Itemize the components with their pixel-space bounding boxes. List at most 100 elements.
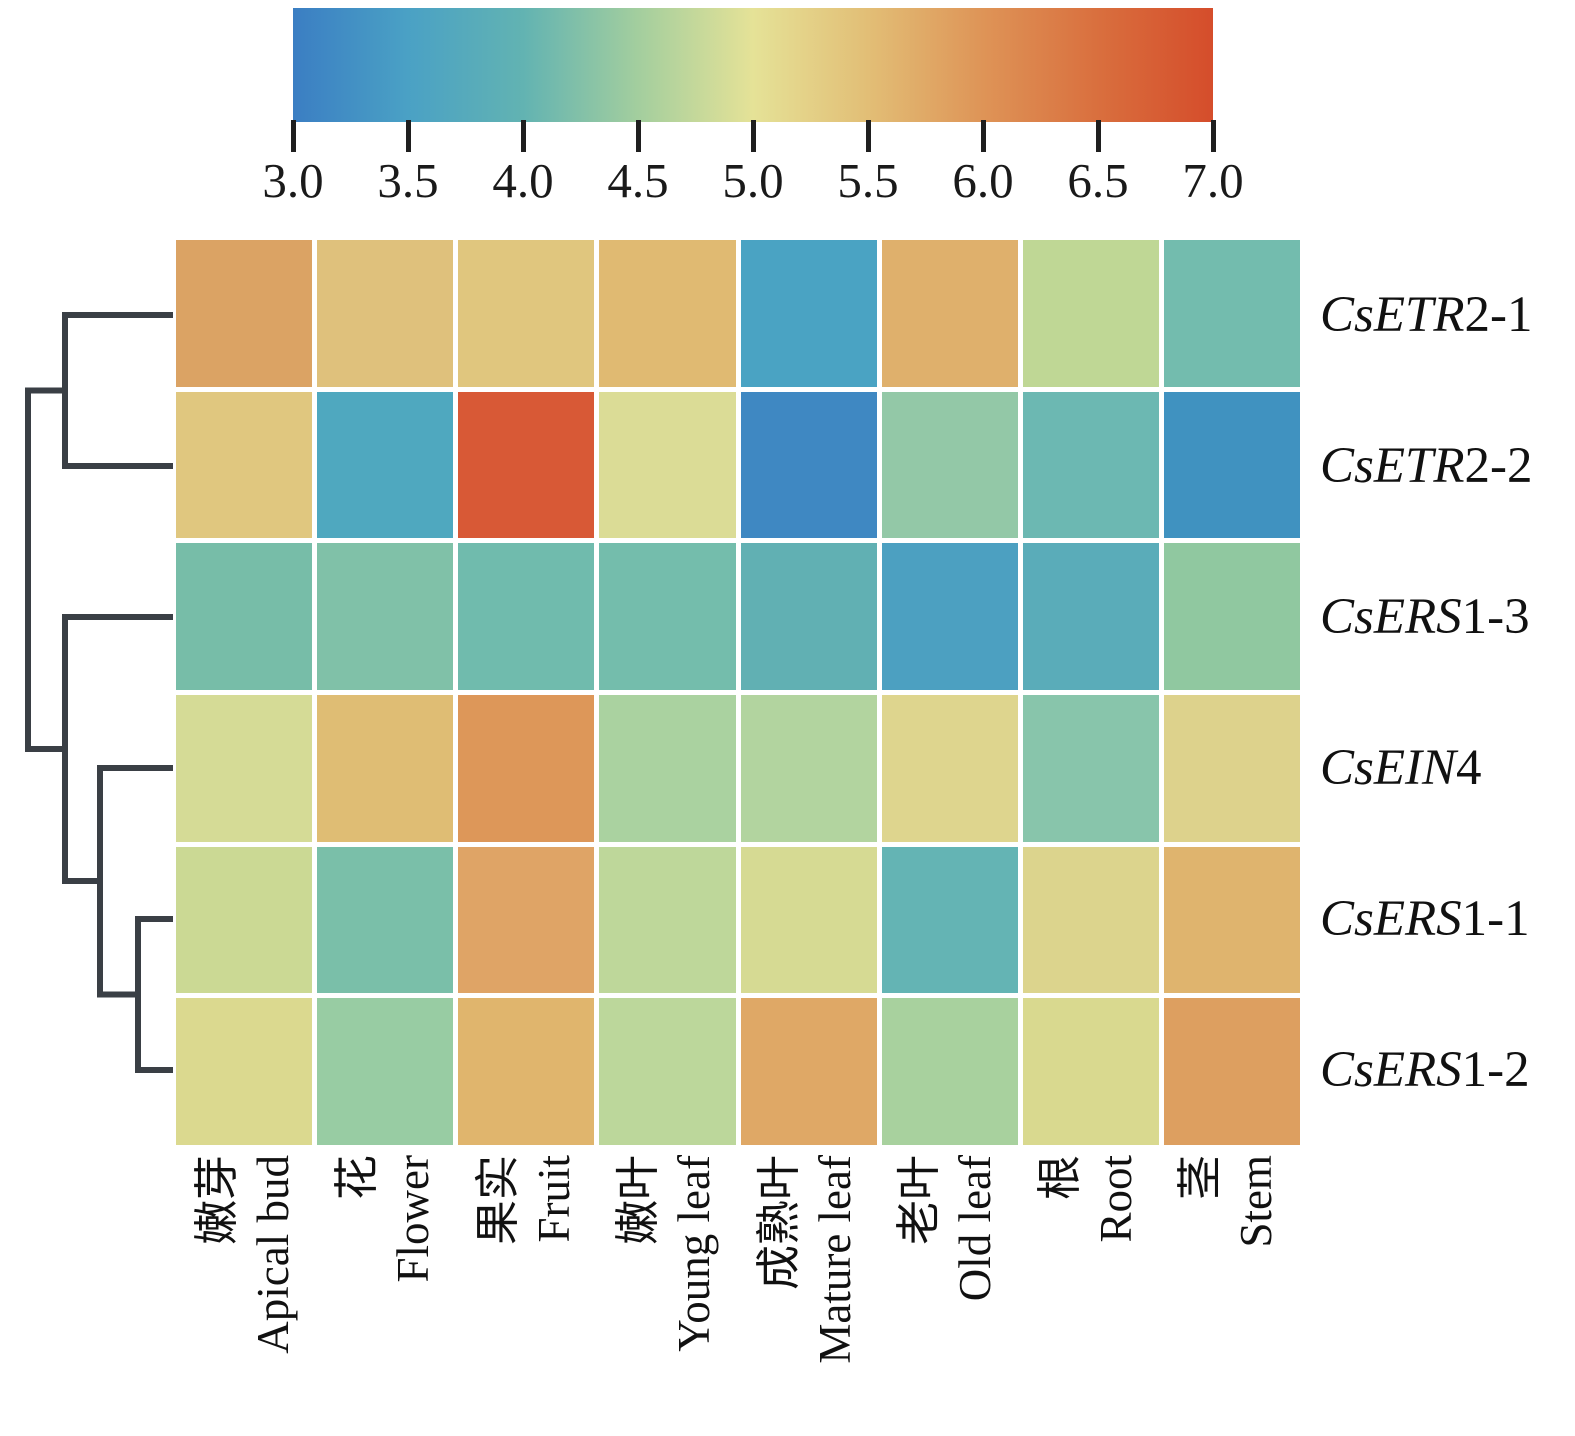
col-label-chinese: 嫩芽 bbox=[192, 1155, 242, 1246]
col-label-stem: 茎 Stem bbox=[1172, 1155, 1286, 1436]
heatmap-cell-CsETR2-1-young-leaf bbox=[599, 240, 736, 387]
colorbar-tick-label: 6.5 bbox=[1067, 153, 1129, 208]
heatmap-cell-CsERS1-2-mature-leaf bbox=[740, 998, 877, 1145]
gene-symbol-italic: CsEIN bbox=[1320, 740, 1457, 796]
col-label-english: Mature leaf bbox=[810, 1155, 860, 1364]
heatmap-cell-CsERS1-3-young-leaf bbox=[599, 543, 736, 690]
heatmap-cell-CsERS1-2-flower bbox=[317, 998, 454, 1145]
colorbar-tick-label: 6.0 bbox=[952, 153, 1014, 208]
gene-symbol-italic: CsETR bbox=[1320, 287, 1465, 343]
heatmap-cell-CsETR2-1-old-leaf bbox=[881, 240, 1018, 387]
gene-symbol-suffix: 2-1 bbox=[1464, 287, 1533, 343]
heatmap-cell-CsERS1-3-flower bbox=[317, 543, 454, 690]
heatmap-cell-CsERS1-2-stem bbox=[1163, 998, 1300, 1145]
colorbar-tick bbox=[635, 120, 641, 152]
heatmap-cell-CsETR2-1-stem bbox=[1163, 240, 1300, 387]
col-label-chinese: 茎 bbox=[1175, 1155, 1225, 1201]
heatmap-cell-CsETR2-2-apical-bud bbox=[176, 391, 313, 539]
col-label-chinese: 老叶 bbox=[894, 1155, 944, 1246]
gene-symbol-italic: CsERS bbox=[1320, 891, 1462, 947]
heatmap-cell-CsETR2-1-mature-leaf bbox=[740, 240, 877, 387]
heatmap-cell-CsEIN4-apical-bud bbox=[176, 695, 313, 842]
col-label-chinese: 果实 bbox=[473, 1155, 523, 1246]
gene-symbol-suffix: 1-3 bbox=[1461, 589, 1530, 645]
heatmap-cell-CsEIN4-mature-leaf bbox=[740, 695, 877, 842]
gene-symbol-suffix: 2-2 bbox=[1464, 438, 1533, 494]
heatmap-cell-CsERS1-2-root bbox=[1022, 998, 1159, 1145]
heatmap-cell-CsETR2-2-old-leaf bbox=[881, 391, 1018, 539]
heatmap-cell-CsEIN4-flower bbox=[317, 695, 454, 842]
colorbar-gradient bbox=[293, 8, 1213, 122]
col-label-chinese: 花 bbox=[332, 1155, 382, 1201]
colorbar-tick bbox=[1210, 120, 1216, 152]
heatmap-cell-CsERS1-2-apical-bud bbox=[176, 998, 313, 1145]
heatmap-cell-CsEIN4-young-leaf bbox=[599, 695, 736, 842]
col-label-old-leaf: 老叶 Old leaf bbox=[891, 1155, 1005, 1436]
col-label-english: Young leaf bbox=[669, 1155, 719, 1352]
heatmap-cell-CsETR2-1-flower bbox=[317, 240, 454, 387]
gene-symbol-suffix: 1-2 bbox=[1461, 1042, 1530, 1098]
row-label-CsEIN4: CsEIN4 bbox=[1320, 736, 1482, 800]
colorbar-tick-label: 7.0 bbox=[1182, 153, 1244, 208]
row-label-CsERS1-2: CsERS1-2 bbox=[1320, 1038, 1530, 1102]
heatmap-cell-CsERS1-1-young-leaf bbox=[599, 846, 736, 994]
col-label-chinese: 成熟叶 bbox=[754, 1155, 804, 1291]
colorbar-tick-label: 5.0 bbox=[722, 153, 784, 208]
gene-symbol-italic: CsETR bbox=[1320, 438, 1465, 494]
colorbar-tick bbox=[290, 120, 296, 152]
colorbar-tick bbox=[865, 120, 871, 152]
colorbar-tick bbox=[1095, 120, 1101, 152]
heatmap-cell-CsERS1-1-apical-bud bbox=[176, 846, 313, 994]
heatmap-cell-CsEIN4-stem bbox=[1163, 695, 1300, 842]
gene-symbol-suffix: 4 bbox=[1456, 740, 1482, 796]
col-label-english: Fruit bbox=[529, 1155, 579, 1243]
heatmap-cell-CsETR2-2-fruit bbox=[458, 391, 595, 539]
heatmap-cell-CsERS1-1-root bbox=[1022, 846, 1159, 994]
col-label-english: Apical bud bbox=[248, 1155, 298, 1354]
col-label-mature-leaf: 成熟叶 Mature leaf bbox=[751, 1155, 865, 1436]
heatmap-cell-CsETR2-2-stem bbox=[1163, 391, 1300, 539]
gene-symbol-italic: CsERS bbox=[1320, 1042, 1462, 1098]
heatmap-cell-CsERS1-3-old-leaf bbox=[881, 543, 1018, 690]
row-label-CsERS1-1: CsERS1-1 bbox=[1320, 887, 1530, 951]
col-label-english: Old leaf bbox=[950, 1155, 1000, 1302]
heatmap-cell-CsERS1-1-mature-leaf bbox=[740, 846, 877, 994]
heatmap-cell-CsEIN4-old-leaf bbox=[881, 695, 1018, 842]
heatmap-cell-CsEIN4-root bbox=[1022, 695, 1159, 842]
dendrogram-branch bbox=[62, 312, 173, 469]
heatmap-cell-CsETR2-1-root bbox=[1022, 240, 1159, 387]
heatmap-cell-CsERS1-2-old-leaf bbox=[881, 998, 1018, 1145]
colorbar-tick bbox=[980, 120, 986, 152]
heatmap-cell-CsERS1-2-young-leaf bbox=[599, 998, 736, 1145]
heatmap-cell-CsEIN4-fruit bbox=[458, 695, 595, 842]
heatmap-cell-CsERS1-3-fruit bbox=[458, 543, 595, 690]
heatmap-cell-CsETR2-2-flower bbox=[317, 391, 454, 539]
heatmap-grid bbox=[176, 240, 1300, 1145]
heatmap-cell-CsERS1-1-old-leaf bbox=[881, 846, 1018, 994]
dendrogram-branch bbox=[25, 387, 65, 752]
col-label-root: 根 Root bbox=[1032, 1155, 1146, 1436]
heatmap-cell-CsERS1-1-flower bbox=[317, 846, 454, 994]
gene-symbol-italic: CsERS bbox=[1320, 589, 1462, 645]
col-label-chinese: 根 bbox=[1035, 1155, 1085, 1201]
row-label-CsETR2-2: CsETR2-2 bbox=[1320, 434, 1533, 498]
heatmap-cell-CsERS1-3-root bbox=[1022, 543, 1159, 690]
heatmap-cell-CsERS1-3-stem bbox=[1163, 543, 1300, 690]
dendrogram-branch bbox=[62, 614, 173, 884]
heatmap-cell-CsETR2-2-root bbox=[1022, 391, 1159, 539]
heatmap-cell-CsERS1-3-apical-bud bbox=[176, 543, 313, 690]
col-label-english: Flower bbox=[388, 1155, 438, 1283]
heatmap-cell-CsETR2-2-young-leaf bbox=[599, 391, 736, 539]
col-label-young-leaf: 嫩叶 Young leaf bbox=[610, 1155, 724, 1436]
colorbar-tick bbox=[405, 120, 411, 152]
gene-symbol-suffix: 1-1 bbox=[1461, 891, 1530, 947]
heatmap-cell-CsERS1-1-fruit bbox=[458, 846, 595, 994]
dendrogram-branch bbox=[97, 765, 173, 998]
colorbar-tick-label: 4.0 bbox=[492, 153, 554, 208]
heatmap-cell-CsERS1-1-stem bbox=[1163, 846, 1300, 994]
colorbar-tick bbox=[520, 120, 526, 152]
colorbar-tick-label: 3.5 bbox=[377, 153, 439, 208]
colorbar-tick-label: 5.5 bbox=[837, 153, 899, 208]
